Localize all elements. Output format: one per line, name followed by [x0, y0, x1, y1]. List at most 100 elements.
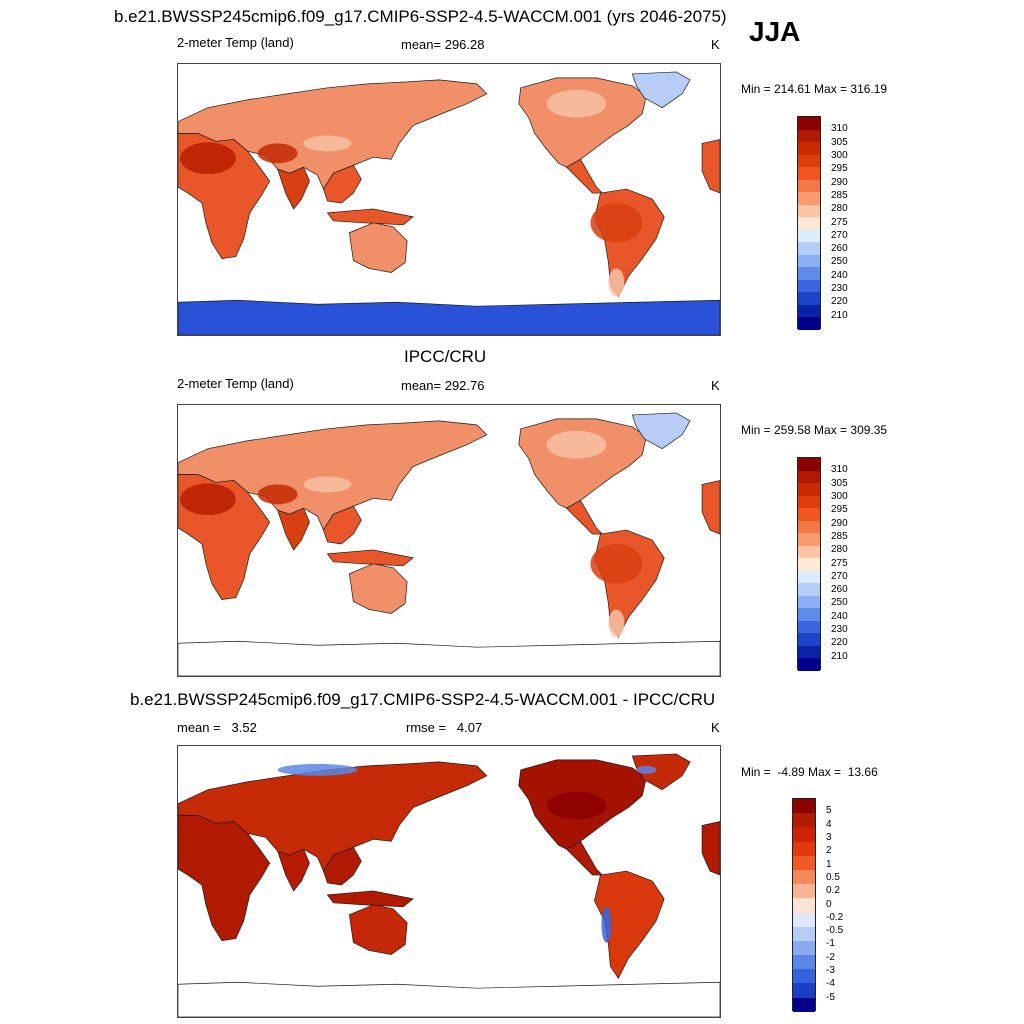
colorbar-swatch: [793, 884, 815, 899]
colorbar-swatch: [798, 608, 820, 621]
landmass-greenland: [631, 412, 691, 450]
colorbar-tick-label: 210: [831, 650, 848, 662]
panel3-map: [177, 745, 721, 1018]
colorbar-swatches: [797, 116, 821, 330]
colorbar-tick-label: 250: [831, 597, 848, 609]
colorbar-swatch: [793, 955, 815, 970]
season-label: JJA: [749, 16, 801, 47]
panel3-colorbar: 5 4 3 2 1 0.5 0.2 0 -0.2 -0.5 -1 -2 -3 -4 -5: [792, 798, 872, 1012]
hot-patch-amazon: [590, 202, 643, 243]
colorbar-tick-label: 2: [826, 845, 832, 857]
colorbar-tick-label: -2: [826, 951, 835, 963]
colorbar-swatch: [798, 129, 820, 143]
landmass-india: [277, 507, 310, 551]
panel1-map-canvas: [178, 71, 720, 335]
panel3-minmax: Min = -4.89 Max = 13.66: [741, 765, 878, 779]
colorbar-tick-label: 220: [831, 296, 848, 308]
colorbar-tick-label: 290: [831, 176, 848, 188]
landmass-australia: [348, 222, 408, 273]
colorbar-swatch: [798, 583, 820, 596]
colorbar-swatch: [798, 633, 820, 646]
colorbar-tick-label: 310: [831, 464, 848, 476]
colorbar-swatch: [798, 658, 820, 671]
colorbar-tick-label: 270: [831, 570, 848, 582]
colorbar-swatch: [793, 898, 815, 913]
landmass-africa-east-edge: [701, 480, 720, 535]
colorbar-swatch: [798, 267, 820, 280]
colorbar-swatches: [792, 798, 816, 1012]
colorbar-swatch: [798, 254, 820, 268]
hot-patch-north-america: [546, 791, 607, 820]
landmass-maritime-continent: [326, 890, 414, 908]
colorbar-swatch: [798, 204, 820, 218]
colorbar-swatch: [798, 179, 820, 193]
colorbar-swatch: [798, 620, 820, 634]
colorbar-tick-label: 1: [826, 858, 832, 870]
landmass-australia: [348, 563, 408, 614]
colorbar-swatch: [798, 558, 820, 571]
colorbar-swatch: [793, 969, 815, 984]
cooling-patch-greenland: [636, 765, 657, 774]
landmass-africa: [178, 815, 271, 941]
colorbar-tick-label: -1: [826, 938, 835, 950]
panel2-map-canvas: [178, 412, 720, 676]
colorbar-swatch: [798, 545, 820, 559]
panel1-mean-label: mean= 296.28: [401, 37, 485, 52]
cool-patch-canada: [546, 89, 607, 118]
colorbar-tick-label: 305: [831, 136, 848, 148]
colorbar-swatch: [798, 279, 820, 293]
landmass-southeast-asia: [323, 505, 362, 545]
colorbar-swatch: [798, 304, 820, 318]
colorbar-tick-label: 285: [831, 530, 848, 542]
colorbar-swatch: [798, 317, 820, 330]
colorbar-swatch: [798, 242, 820, 255]
landmass-central-america: [565, 499, 604, 535]
colorbar-tick-label: 260: [831, 243, 848, 255]
colorbar-tick-label: 240: [831, 610, 848, 622]
coastline-antarctica: [178, 981, 720, 1017]
hot-patch-amazon: [590, 543, 643, 584]
hot-patch-arabia: [257, 143, 298, 164]
hot-patch-sahara: [179, 483, 236, 516]
colorbar-tick-label: 305: [831, 477, 848, 489]
colorbar-tick-label: 300: [831, 149, 848, 161]
panel2-title: IPCC/CRU: [404, 347, 487, 366]
colorbar-tick-label: 270: [831, 229, 848, 241]
colorbar-tick-label: 4: [826, 818, 832, 830]
colorbar-tick-label: 0.2: [826, 885, 840, 897]
colorbar-tick-label: -5: [826, 991, 835, 1003]
panel1-unit-label: K: [711, 37, 720, 52]
hot-patch-sahara: [179, 142, 236, 175]
panel1-map: [177, 63, 721, 336]
colorbar-tick-label: 260: [831, 584, 848, 596]
colorbar-tick-label: 295: [831, 504, 848, 516]
colorbar-swatch: [798, 229, 820, 243]
colorbar-swatch: [798, 570, 820, 584]
colorbar-tick-label: 250: [831, 256, 848, 268]
colorbar-tick-label: 230: [831, 624, 848, 636]
colorbar-tick-label: 5: [826, 805, 832, 817]
colorbar-tick-label: 295: [831, 163, 848, 175]
colorbar-swatch: [798, 533, 820, 546]
colorbar-swatch: [798, 595, 820, 609]
colorbar-swatches: [797, 457, 821, 671]
colorbar-swatch: [798, 458, 820, 471]
colorbar-swatch: [798, 154, 820, 168]
colorbar-swatch: [798, 117, 820, 130]
hot-patch-arabia: [257, 484, 298, 505]
colorbar-swatch: [798, 217, 820, 230]
colorbar-swatch: [793, 997, 815, 1012]
colorbar-tick-label: 275: [831, 216, 848, 228]
colorbar-swatch: [793, 869, 815, 885]
panel1-title: b.e21.BWSSP245cmip6.f09_g17.CMIP6-SSP2-4…: [114, 7, 727, 26]
colorbar-tick-label: 0: [826, 898, 832, 910]
colorbar-swatch: [798, 483, 820, 496]
panel2-variable-label: 2-meter Temp (land): [177, 376, 294, 391]
colorbar-swatch: [798, 292, 820, 305]
cool-patch-canada: [546, 430, 607, 459]
colorbar-tick-label: 290: [831, 517, 848, 529]
colorbar-tick-label: 240: [831, 269, 848, 281]
colorbar-tick-label: 280: [831, 203, 848, 215]
colorbar-swatch: [793, 912, 815, 927]
colorbar-tick-label: 230: [831, 283, 848, 295]
